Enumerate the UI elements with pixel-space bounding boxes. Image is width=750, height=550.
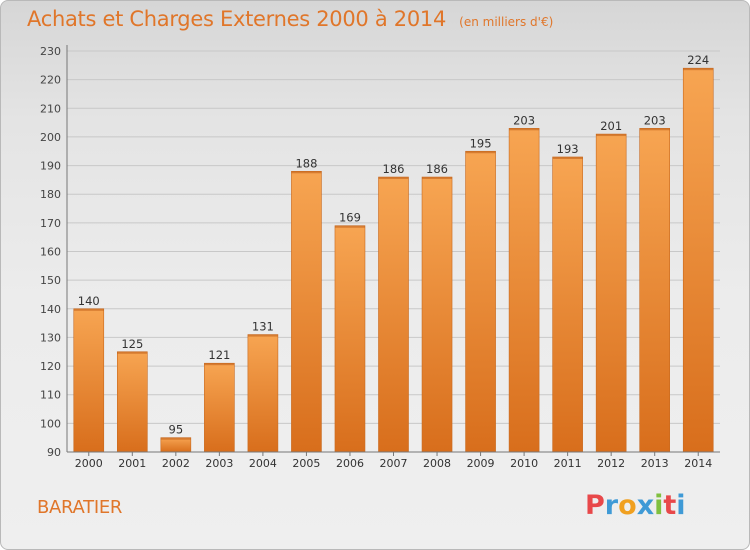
y-tick-label: 200 [40,131,61,144]
x-tick-label: 2003 [205,457,233,470]
bar-top-edge [204,363,235,366]
data-label: 131 [252,320,274,334]
bar-top-edge [639,128,670,131]
data-label: 125 [121,337,143,351]
bar-top-edge [73,308,104,311]
x-tick-label: 2012 [597,457,625,470]
bar [508,128,540,453]
data-label: 140 [78,294,100,308]
data-label: 201 [600,119,622,133]
bar [639,128,671,453]
data-label: 186 [383,162,405,176]
bar [204,362,235,453]
x-tick-label: 2014 [684,457,712,470]
x-tick-label: 2004 [249,457,277,470]
bar-top-edge [117,351,148,354]
bar-top-edge [509,128,540,131]
brand-letter: r [604,490,619,521]
bar-top-edge [334,225,365,228]
y-tick-label: 220 [40,74,61,87]
bar-top-edge [247,334,278,337]
y-tick-label: 210 [40,102,61,115]
brand-letter: x [636,490,655,521]
bar [160,437,192,453]
y-tick-label: 190 [40,160,61,173]
chart-subtitle: (en milliers d'€) [459,15,554,29]
y-tick-label: 150 [40,274,61,287]
bar-top-edge [291,171,322,174]
labels-layer: 140 125 95 121 131 188 169 186 186 195 203 193 201 20… [78,53,709,436]
data-label: 203 [644,113,666,127]
bar-top-edge [465,151,496,154]
y-tick-label: 170 [40,217,61,230]
bar [595,133,627,453]
brand-letter: o [618,490,637,521]
x-tick-label: 2005 [292,457,320,470]
bar-top-edge [683,68,714,71]
x-tick-label: 2011 [554,457,582,470]
x-tick-label: 2013 [641,457,669,470]
y-tick-label: 160 [40,246,61,259]
x-tick-label: 2007 [380,457,408,470]
bar-top-edge [596,134,627,137]
bar [73,308,105,453]
bar [682,67,714,453]
x-tick-label: 2002 [162,457,190,470]
bar [465,150,496,453]
brand-letter: P [585,490,605,521]
brand-letter: t [663,490,677,521]
data-label: 203 [513,113,535,127]
bars-layer [73,67,714,453]
bar-top-edge [422,177,453,180]
data-label: 188 [295,156,317,170]
data-label: 169 [339,211,361,225]
bar [334,225,366,453]
bar-top-edge [160,437,191,440]
y-tick-label: 90 [47,446,61,459]
data-label: 193 [557,142,579,156]
data-label: 195 [470,136,492,150]
data-label: 95 [169,423,184,437]
x-tick-label: 2000 [75,457,103,470]
data-label: 186 [426,162,448,176]
bar [552,156,583,453]
x-tick-label: 2001 [118,457,146,470]
bar-top-edge [378,177,409,180]
bar [421,176,453,453]
bar [291,171,322,453]
y-tick-label: 110 [40,389,61,402]
bar [378,176,409,453]
x-tick-label: 2006 [336,457,364,470]
y-tick-label: 120 [40,360,61,373]
brand-letter: i [676,490,686,521]
x-tick-label: 2008 [423,457,451,470]
bar [117,351,148,453]
y-tick-label: 230 [40,45,61,58]
axis-layer: 90 100 110 120 130 140 150 160 170 180 190 200 210 22… [40,45,720,470]
bar [247,334,279,453]
chart-title: Achats et Charges Externes 2000 à 2014 [27,7,447,31]
title-row: Achats et Charges Externes 2000 à 2014 (… [27,7,553,31]
data-label: 121 [208,348,230,362]
y-tick-label: 130 [40,331,61,344]
brand-letter: i [654,490,664,521]
y-tick-label: 100 [40,417,61,430]
y-tick-label: 180 [40,188,61,201]
proxiti-logo: Proxiti [585,490,686,521]
x-tick-label: 2009 [467,457,495,470]
bar-top-edge [552,156,583,159]
y-tick-label: 140 [40,303,61,316]
commune-name: BARATIER [37,497,123,518]
x-tick-label: 2010 [510,457,538,470]
data-label: 224 [687,53,709,67]
